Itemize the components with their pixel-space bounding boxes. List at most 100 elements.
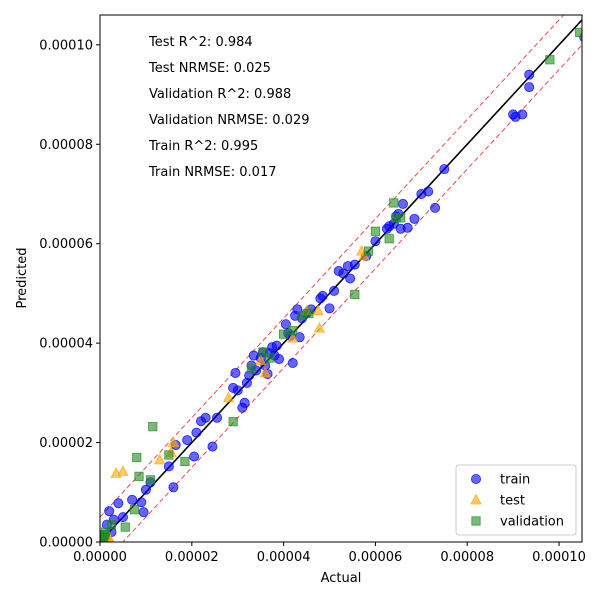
y-axis: 0.00000 0.00002 0.00004 0.00006 0.00008 0.000… <box>39 38 100 551</box>
metrics-annotations: Test R^2: 0.984 Test NRMSE: 0.025 Validati… <box>148 35 310 180</box>
y-axis-label: Predicted <box>15 247 30 308</box>
legend-label-validation: validation <box>500 515 564 530</box>
test-point <box>117 465 129 476</box>
validation-point <box>575 27 582 38</box>
x-tick-label: 0.00010 <box>532 550 586 565</box>
train-point <box>113 498 124 509</box>
plot-frame <box>99 14 583 543</box>
reference-lines <box>100 15 582 542</box>
validation-point <box>120 522 130 532</box>
legend-box <box>455 464 577 536</box>
validation-point <box>396 213 406 223</box>
train-point <box>274 354 285 365</box>
train-point <box>409 213 420 224</box>
metric-annotation: Test NRMSE: 0.025 <box>148 61 271 76</box>
legend: train test validation <box>455 464 577 536</box>
train-point <box>104 506 115 517</box>
validation-point <box>384 234 394 244</box>
test-point <box>287 331 299 343</box>
x-tick-label: 0.00006 <box>349 550 403 565</box>
x-axis: 0.00000 0.00002 0.00004 0.00006 0.00008 0.000… <box>73 542 586 565</box>
train-point <box>127 494 138 505</box>
y-tick-label: 0.00000 <box>39 536 93 551</box>
train-point <box>524 69 535 80</box>
x-tick-label: 0.00008 <box>440 550 494 565</box>
train-point <box>271 340 282 351</box>
validation-point <box>246 364 257 374</box>
train-point <box>370 236 381 247</box>
metric-annotation: Train R^2: 0.995 <box>148 139 258 154</box>
metric-annotation: Validation NRMSE: 0.029 <box>149 113 310 128</box>
data-markers <box>100 27 582 542</box>
metric-annotation: Test R^2: 0.984 <box>148 35 253 50</box>
train-point <box>182 435 193 446</box>
train-point <box>207 441 218 452</box>
x-tick-label: 0.00000 <box>73 550 127 565</box>
test-point <box>154 453 166 465</box>
identity-line <box>100 19 582 542</box>
validation-point <box>370 226 381 236</box>
test-point <box>313 321 326 333</box>
train-point <box>140 484 151 495</box>
legend-marker-validation <box>471 516 481 526</box>
train-point <box>191 427 202 438</box>
validation-point <box>129 505 140 515</box>
validation-point <box>148 422 158 432</box>
validation-point <box>228 417 238 427</box>
series-validation <box>100 27 582 542</box>
train-point <box>329 285 340 296</box>
x-tick-label: 0.00004 <box>257 550 311 565</box>
train-point <box>168 482 179 493</box>
validation-point <box>132 452 142 463</box>
train-point <box>189 451 200 462</box>
validation-point <box>164 450 174 460</box>
train-point <box>136 497 147 508</box>
train-point <box>138 507 149 518</box>
train-point <box>345 273 356 284</box>
train-point <box>212 412 223 423</box>
y-tick-label: 0.00008 <box>39 138 93 153</box>
train-point <box>397 198 408 209</box>
train-point <box>230 367 241 378</box>
test-point <box>167 436 180 447</box>
validation-point <box>106 519 117 530</box>
validation-point <box>279 329 289 339</box>
metric-annotation: Train NRMSE: 0.017 <box>148 165 277 180</box>
train-point <box>232 385 243 396</box>
train-point <box>402 222 413 233</box>
band-line-upper <box>100 15 565 518</box>
train-point <box>430 202 441 213</box>
train-point <box>163 461 174 472</box>
validation-point <box>265 353 275 363</box>
legend-label-test: test <box>500 494 525 509</box>
validation-point <box>545 55 555 65</box>
band-line-lower <box>122 44 582 542</box>
train-point <box>324 303 335 314</box>
train-point <box>338 268 349 279</box>
validation-point <box>304 308 314 318</box>
y-tick-label: 0.00002 <box>39 436 93 451</box>
x-axis-label: Actual <box>321 571 362 586</box>
validation-point <box>134 471 144 481</box>
train-point <box>423 186 434 197</box>
train-point <box>117 512 128 523</box>
train-point <box>524 82 535 93</box>
train-point <box>317 290 328 301</box>
test-point <box>312 304 324 316</box>
train-point <box>200 412 211 423</box>
validation-point <box>363 246 374 256</box>
y-tick-label: 0.00006 <box>39 237 93 252</box>
train-point <box>517 109 528 120</box>
y-tick-label: 0.00004 <box>39 337 93 352</box>
legend-label-train: train <box>500 473 530 488</box>
test-point <box>259 366 271 378</box>
train-point <box>349 259 360 270</box>
validation-point <box>180 456 190 467</box>
validation-point <box>389 198 399 208</box>
metric-annotation: Validation R^2: 0.988 <box>149 87 291 102</box>
validation-point <box>258 347 268 357</box>
x-tick-label: 0.00002 <box>165 550 219 565</box>
validation-point <box>100 527 111 537</box>
legend-marker-train <box>470 473 481 484</box>
